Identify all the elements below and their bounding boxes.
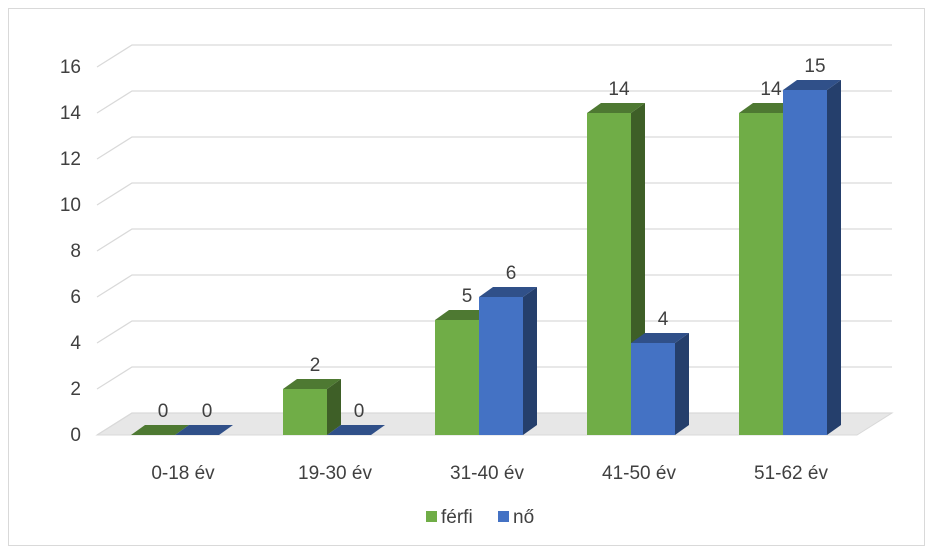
bar-front bbox=[587, 113, 631, 435]
bar-top bbox=[783, 80, 841, 90]
bar bbox=[479, 287, 537, 435]
bar-top bbox=[479, 287, 537, 297]
bar bbox=[631, 333, 689, 435]
legend-label: férfi bbox=[441, 507, 473, 528]
x-category-label: 31-40 év bbox=[450, 463, 524, 484]
gridline bbox=[96, 90, 892, 114]
column-chart: 0 2 4 6 8 10 12 14 16 0 0 2 0 5 6 14 4 14 15 0-18 év 19-30… bbox=[60, 44, 894, 528]
bar bbox=[175, 425, 233, 435]
data-label: 0 bbox=[158, 401, 169, 422]
x-category-label: 51-62 év bbox=[754, 463, 828, 484]
x-axis-categories: 0-18 év 19-30 év 31-40 év 41-50 év 51-62 év bbox=[151, 463, 828, 484]
y-tick-label: 12 bbox=[60, 149, 81, 170]
y-axis-ticks: 0 2 4 6 8 10 12 14 16 bbox=[60, 57, 82, 446]
data-label: 5 bbox=[462, 286, 473, 307]
gridline bbox=[96, 44, 892, 68]
bar-top bbox=[739, 103, 797, 113]
bar bbox=[131, 425, 189, 435]
legend-label: nő bbox=[513, 507, 534, 528]
bar-front bbox=[739, 113, 783, 435]
data-label: 2 bbox=[310, 355, 321, 376]
data-label: 6 bbox=[506, 263, 517, 284]
bar-side bbox=[327, 379, 341, 435]
data-label: 0 bbox=[354, 401, 365, 422]
bar-front bbox=[631, 343, 675, 435]
bar-top bbox=[587, 103, 645, 113]
x-category-label: 0-18 év bbox=[151, 463, 215, 484]
y-tick-label: 10 bbox=[60, 195, 81, 216]
y-tick-label: 16 bbox=[60, 57, 81, 78]
bar-top bbox=[175, 425, 233, 435]
y-tick-label: 2 bbox=[70, 379, 81, 400]
data-label: 4 bbox=[658, 309, 669, 330]
bar-side bbox=[523, 287, 537, 435]
x-category-label: 19-30 év bbox=[298, 463, 372, 484]
bar-top bbox=[631, 333, 689, 343]
data-labels: 0 0 2 0 5 6 14 4 14 15 bbox=[158, 56, 826, 422]
legend-swatch bbox=[426, 511, 437, 522]
bar-front bbox=[283, 389, 327, 435]
bar-front bbox=[435, 320, 479, 435]
bar-front bbox=[479, 297, 523, 435]
bars bbox=[131, 80, 841, 435]
legend-item: férfi bbox=[426, 507, 473, 528]
x-category-label: 41-50 év bbox=[602, 463, 676, 484]
chart-frame: 0 2 4 6 8 10 12 14 16 0 0 2 0 5 6 14 4 14 15 0-18 év 19-30… bbox=[8, 8, 925, 546]
y-tick-label: 4 bbox=[70, 333, 81, 354]
bar bbox=[283, 379, 341, 435]
y-tick-label: 6 bbox=[70, 287, 81, 308]
legend-swatch bbox=[498, 511, 509, 522]
bar-top bbox=[283, 379, 341, 389]
data-label: 14 bbox=[760, 79, 782, 100]
data-label: 14 bbox=[608, 79, 630, 100]
bar-top bbox=[131, 425, 189, 435]
data-label: 0 bbox=[202, 401, 213, 422]
bar-top bbox=[327, 425, 385, 435]
bar-side bbox=[827, 80, 841, 435]
y-tick-label: 8 bbox=[70, 241, 81, 262]
bar-side bbox=[675, 333, 689, 435]
y-tick-label: 0 bbox=[70, 425, 81, 446]
legend: férfi nő bbox=[426, 507, 534, 528]
bar bbox=[783, 80, 841, 435]
bar bbox=[327, 425, 385, 435]
bar-top bbox=[435, 310, 493, 320]
bar-front bbox=[783, 90, 827, 435]
y-tick-label: 14 bbox=[60, 103, 82, 124]
data-label: 15 bbox=[804, 56, 825, 77]
legend-item: nő bbox=[498, 507, 534, 528]
